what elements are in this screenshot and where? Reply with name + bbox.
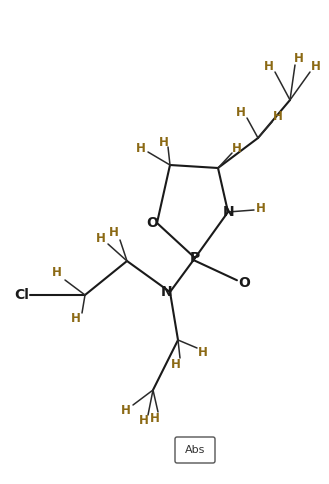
Text: H: H — [311, 60, 321, 73]
Text: O: O — [146, 216, 158, 230]
Text: H: H — [96, 231, 106, 244]
Text: H: H — [264, 60, 274, 73]
Text: H: H — [294, 51, 304, 64]
Text: H: H — [159, 136, 169, 149]
Text: H: H — [236, 106, 246, 119]
Text: Cl: Cl — [14, 288, 29, 302]
Text: N: N — [223, 205, 235, 219]
Text: H: H — [171, 358, 181, 370]
Text: H: H — [273, 109, 283, 122]
Text: H: H — [109, 227, 119, 240]
Text: Abs: Abs — [185, 445, 205, 455]
Text: H: H — [198, 347, 208, 360]
Text: H: H — [150, 411, 160, 424]
Text: H: H — [232, 142, 242, 155]
Text: N: N — [161, 285, 173, 299]
FancyBboxPatch shape — [175, 437, 215, 463]
Text: H: H — [139, 414, 149, 427]
Text: H: H — [52, 267, 62, 279]
Text: P: P — [190, 251, 200, 265]
Text: H: H — [71, 313, 81, 326]
Text: H: H — [136, 141, 146, 154]
Text: H: H — [256, 201, 266, 214]
Text: O: O — [238, 276, 250, 290]
Text: H: H — [121, 404, 131, 417]
